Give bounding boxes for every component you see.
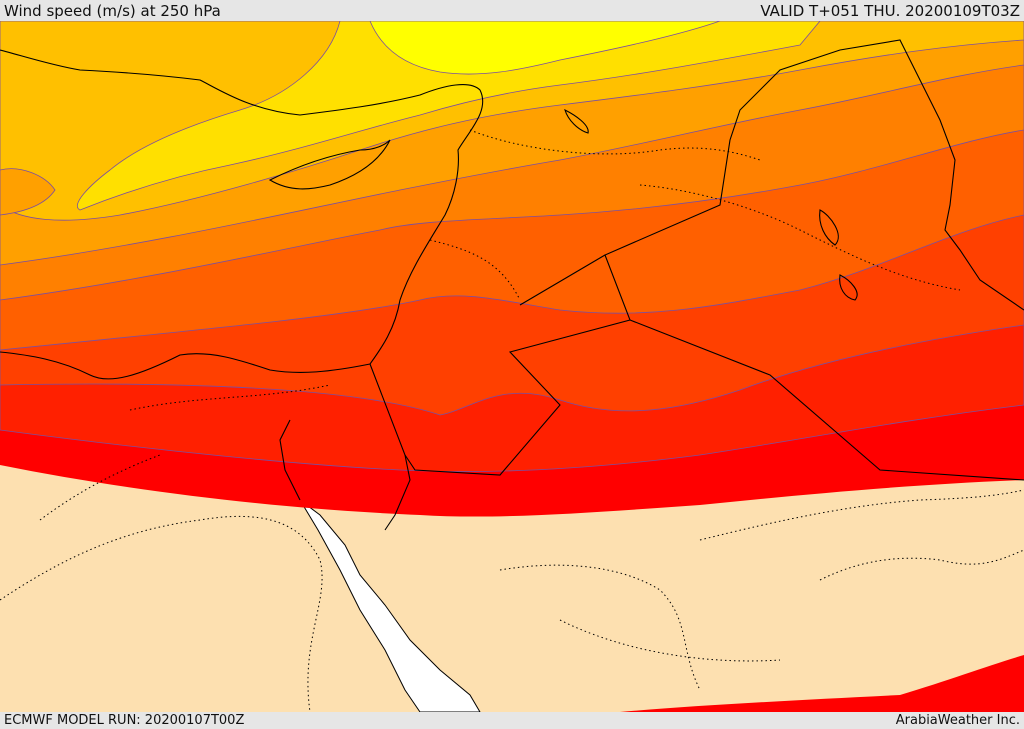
wind-band-2 <box>77 21 821 211</box>
header-bar: Wind speed (m/s) at 250 hPa VALID T+051 … <box>0 0 1024 21</box>
wind-speed-map <box>0 21 1024 712</box>
footer-bar: ECMWF MODEL RUN: 20200107T00Z ArabiaWeat… <box>0 712 1024 729</box>
map-title: Wind speed (m/s) at 250 hPa <box>4 2 221 20</box>
coastlines <box>0 39 1024 531</box>
wind-band-1 <box>369 21 721 75</box>
wind-band-3 <box>0 21 1024 221</box>
model-run: ECMWF MODEL RUN: 20200107T00Z <box>4 713 245 728</box>
internal-borders <box>0 129 1024 712</box>
valid-time: VALID T+051 THU. 20200109T03Z <box>760 2 1020 20</box>
credit: ArabiaWeather Inc. <box>895 713 1020 728</box>
wind-band-9-patch <box>620 655 1024 712</box>
red-sea <box>299 499 481 712</box>
wind-band-4-patch <box>0 168 56 216</box>
